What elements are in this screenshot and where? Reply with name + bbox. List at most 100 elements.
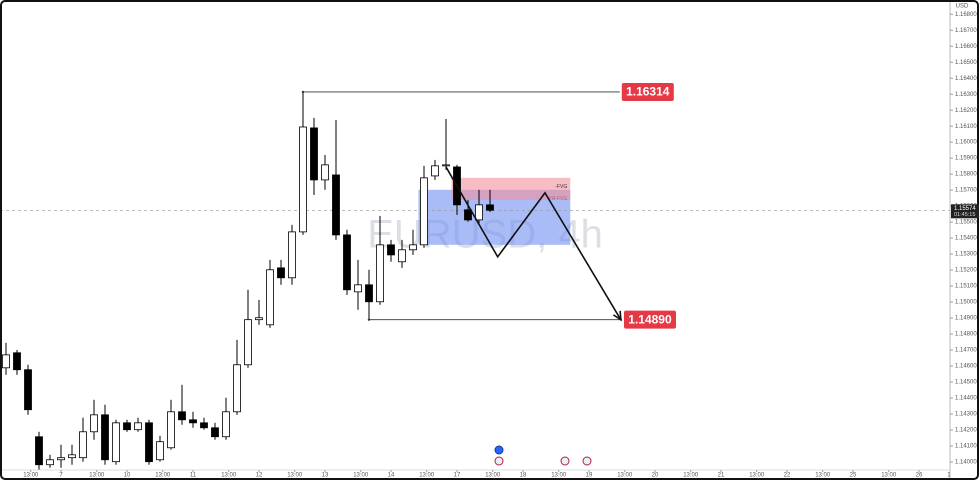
candle-body bbox=[288, 231, 296, 279]
x-tick-label: 13:00 bbox=[749, 473, 765, 479]
y-tick-label: 1.15300 bbox=[955, 252, 977, 258]
y-tick-label: 1.16100 bbox=[955, 124, 977, 130]
x-tick-label: 17 bbox=[454, 473, 461, 479]
candle-body bbox=[178, 411, 186, 421]
y-tick-label: 1.16200 bbox=[955, 108, 977, 114]
x-tick-label: 14 bbox=[388, 473, 395, 479]
candle-body bbox=[244, 319, 252, 366]
y-tick-label: 1.16300 bbox=[955, 92, 977, 98]
x-tick-label: 10 bbox=[124, 473, 131, 479]
candle-body bbox=[79, 431, 87, 459]
x-tick-label: 13:00 bbox=[353, 473, 369, 479]
candle-body bbox=[134, 422, 142, 431]
candle-body bbox=[266, 269, 274, 326]
candle-body bbox=[332, 174, 340, 236]
y-tick-label: 1.16500 bbox=[955, 60, 977, 66]
candle-body bbox=[277, 267, 285, 279]
x-tick-label: 13:00 bbox=[683, 473, 699, 479]
arrow-head bbox=[612, 310, 622, 322]
x-tick-label: 20 bbox=[652, 473, 659, 479]
x-tick-label: 12 bbox=[256, 473, 263, 479]
candle-body bbox=[145, 422, 153, 463]
candle-body bbox=[310, 127, 318, 181]
projection-path bbox=[445, 166, 622, 321]
candle-body bbox=[90, 414, 98, 433]
event-icon bbox=[494, 456, 504, 466]
candle-body bbox=[387, 244, 395, 256]
candle-body bbox=[101, 414, 109, 461]
candle-body bbox=[68, 454, 76, 459]
x-tick-label: 13:00 bbox=[947, 473, 963, 479]
countdown: 01:45:15 bbox=[954, 212, 975, 218]
event-icon bbox=[582, 456, 592, 466]
candle-body bbox=[321, 164, 329, 181]
x-tick-label: 21 bbox=[718, 473, 725, 479]
currency-label: USD bbox=[956, 4, 969, 10]
y-tick-label: 1.15000 bbox=[955, 300, 977, 306]
x-tick-label: 13:00 bbox=[23, 473, 39, 479]
y-tick-label: 1.16400 bbox=[955, 76, 977, 82]
y-tick-label: 1.14500 bbox=[955, 380, 977, 386]
candle-body bbox=[475, 204, 483, 221]
x-tick-label: 26 bbox=[916, 473, 923, 479]
y-tick-label: 1.15800 bbox=[955, 172, 977, 178]
candle-body bbox=[376, 244, 384, 303]
candle-body bbox=[57, 457, 65, 461]
y-tick-label: 1.15900 bbox=[955, 156, 977, 162]
x-tick-label: 13:00 bbox=[287, 473, 303, 479]
x-tick-label: 13 bbox=[322, 473, 329, 479]
y-tick-label: 1.15500 bbox=[955, 220, 977, 226]
x-tick-label: 18 bbox=[520, 473, 527, 479]
level-label: 1.14890 bbox=[628, 312, 672, 326]
price-label: 1.15574 bbox=[954, 206, 976, 212]
level-anchor bbox=[301, 90, 305, 94]
candle-body bbox=[13, 352, 21, 371]
candle-body bbox=[442, 164, 450, 167]
candle-body bbox=[46, 459, 54, 466]
x-axis: 13:00 7 13:00 10 13:00 11 13:00 12 13:00 13 13:00 1… bbox=[23, 470, 963, 479]
x-tick-label: 13:00 bbox=[221, 473, 237, 479]
candle-body bbox=[398, 249, 406, 263]
level-label-box bbox=[623, 310, 676, 329]
candle-body bbox=[222, 411, 230, 438]
candle-body bbox=[299, 126, 307, 233]
candle-body bbox=[112, 422, 120, 463]
candle-body bbox=[486, 204, 494, 211]
candle-body bbox=[464, 209, 472, 221]
level-anchor bbox=[367, 318, 371, 321]
y-tick-label: 1.14900 bbox=[955, 316, 977, 322]
fvg-label: -FVG bbox=[555, 184, 567, 190]
x-tick-label: 11 bbox=[190, 473, 197, 479]
y-tick-label: 1.14600 bbox=[955, 364, 977, 370]
candle-body bbox=[189, 419, 197, 424]
candle-body bbox=[167, 411, 175, 449]
x-tick-label: 22 bbox=[784, 473, 791, 479]
x-tick-label: 13:00 bbox=[485, 473, 501, 479]
price-label-box bbox=[951, 204, 979, 219]
y-tick-label: 1.16600 bbox=[955, 44, 977, 50]
candle-body bbox=[255, 317, 263, 321]
candle-body bbox=[365, 284, 373, 303]
candle-body bbox=[24, 369, 32, 411]
event-icon bbox=[560, 456, 570, 466]
y-tick-label: 1.15200 bbox=[955, 268, 977, 274]
event-icon bbox=[494, 445, 504, 455]
y-tick-label: 1.14300 bbox=[955, 412, 977, 418]
y-tick-label: 1.15100 bbox=[955, 284, 977, 290]
candle-body bbox=[409, 244, 417, 251]
x-tick-label: 13:00 bbox=[89, 473, 105, 479]
candle-body bbox=[200, 422, 208, 429]
event-icons bbox=[494, 445, 592, 466]
candle-body bbox=[354, 284, 362, 293]
candle-body bbox=[156, 441, 164, 461]
candle-body bbox=[2, 354, 10, 369]
y-tick-label: 1.14700 bbox=[955, 348, 977, 354]
y-tick-label: 1.14000 bbox=[955, 460, 977, 466]
level-label-box bbox=[621, 82, 674, 101]
x-tick-label: 7 bbox=[59, 473, 63, 479]
x-tick-label: 13:00 bbox=[419, 473, 435, 479]
x-tick-label: 25 bbox=[850, 473, 857, 479]
